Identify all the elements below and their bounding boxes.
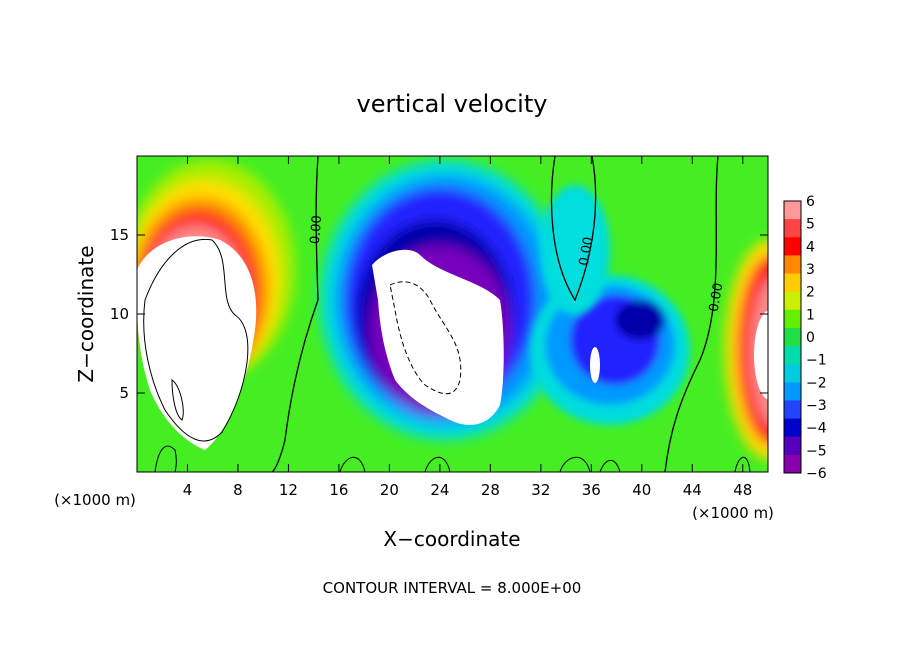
heatmap-field [137, 156, 768, 472]
colorbar-tick-label: −6 [806, 466, 827, 482]
cyan-streak [540, 185, 610, 315]
colorbar-swatch [784, 436, 801, 456]
colorbar-swatch [784, 273, 801, 293]
colorbar-swatch [784, 237, 801, 256]
colorbar-swatch [784, 327, 801, 347]
colorbar-tick-label: 5 [806, 217, 815, 233]
colorbar-swatch [784, 219, 801, 238]
y-tick-label: 15 [110, 226, 129, 244]
colorbar-tick-label: −4 [806, 421, 827, 437]
contour-zero-middle [550, 156, 597, 302]
x-tick-label: 8 [233, 481, 243, 499]
y-unit-label: (×1000 m) [54, 491, 136, 509]
contour-label: 0.00 [577, 236, 597, 267]
colorbar-frame [783, 200, 802, 474]
x-axis-ticks: 4 8 12 16 20 24 28 32 36 40 44 48 [183, 156, 752, 499]
x-tick-label: 24 [430, 481, 449, 499]
x-tick-label: 4 [183, 481, 193, 499]
x-tick-label: 44 [683, 481, 702, 499]
contour-label: 0.00 [308, 215, 325, 245]
x-tick-label: 28 [481, 481, 500, 499]
colorbar-tick-label: 6 [806, 194, 815, 210]
contour-downdraft-dashed [389, 281, 462, 395]
colorbar-tick-label: −1 [806, 353, 827, 369]
x-tick-label: 20 [380, 481, 399, 499]
colorbar-tick-label: −2 [806, 375, 827, 391]
x-axis-label: X−coordinate [383, 527, 520, 551]
contour-zero-right [664, 156, 719, 472]
x-tick-label: 36 [582, 481, 601, 499]
colorbar-swatch [784, 382, 801, 401]
x-tick-label: 32 [531, 481, 550, 499]
colorbar-swatch [784, 454, 801, 474]
colorbar-tick-label: 1 [806, 307, 815, 323]
y-axis-ticks: 5 10 15 [110, 226, 768, 402]
updraft-right-core [754, 310, 768, 400]
contour-zero-left [271, 156, 319, 472]
y-tick-label: 5 [119, 384, 129, 402]
colorbar-tick-label: 3 [806, 262, 815, 278]
colorbar-tick-label: 4 [806, 239, 815, 255]
colorbar-tick-label: −5 [806, 443, 827, 459]
x-tick-label: 12 [279, 481, 298, 499]
chart-title: vertical velocity [357, 90, 548, 118]
downdraft-right-core [590, 347, 600, 383]
colorbar-swatch [784, 309, 801, 329]
downdraft-center-core [372, 249, 504, 425]
colorbar-swatch [784, 346, 801, 365]
y-axis-label: Z−coordinate [74, 245, 98, 382]
contour-lines [143, 156, 751, 472]
x-tick-label: 40 [632, 481, 651, 499]
colorbar-swatch [784, 364, 801, 383]
updraft-left-core [137, 236, 257, 450]
x-tick-label: 16 [329, 481, 348, 499]
colorbar-tick-label: −3 [806, 398, 827, 414]
colorbar-swatch [784, 201, 801, 220]
x-unit-label: (×1000 m) [692, 504, 774, 522]
colorbar-swatch [784, 255, 801, 275]
y-tick-label: 10 [110, 305, 129, 323]
contour-updraft-left [143, 238, 249, 442]
colorbar-tick-label: 0 [806, 330, 815, 346]
colorbar: 6 5 4 3 2 1 0 −1 −2 −3 −4 −5 −6 [783, 194, 827, 482]
colorbar-swatch [784, 418, 801, 438]
contour-label: 0.00 [707, 282, 727, 313]
colorbar-tick-label: 2 [806, 285, 815, 301]
colorbar-swatch [784, 291, 801, 311]
colorbar-swatch [784, 400, 801, 420]
contour-interval-note: CONTOUR INTERVAL = 8.000E+00 [323, 579, 582, 597]
x-tick-label: 48 [733, 481, 752, 499]
